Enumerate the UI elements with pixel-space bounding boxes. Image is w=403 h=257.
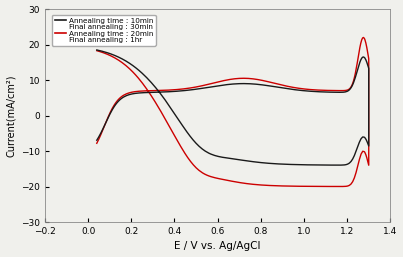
X-axis label: E / V vs. Ag/AgCl: E / V vs. Ag/AgCl xyxy=(174,241,261,251)
Legend: Annealing time : 10min, Final annealing : 30min, Annealing time : 20min, Final a: Annealing time : 10min, Final annealing … xyxy=(52,15,156,46)
Y-axis label: Current(mA/cm²): Current(mA/cm²) xyxy=(6,74,16,157)
